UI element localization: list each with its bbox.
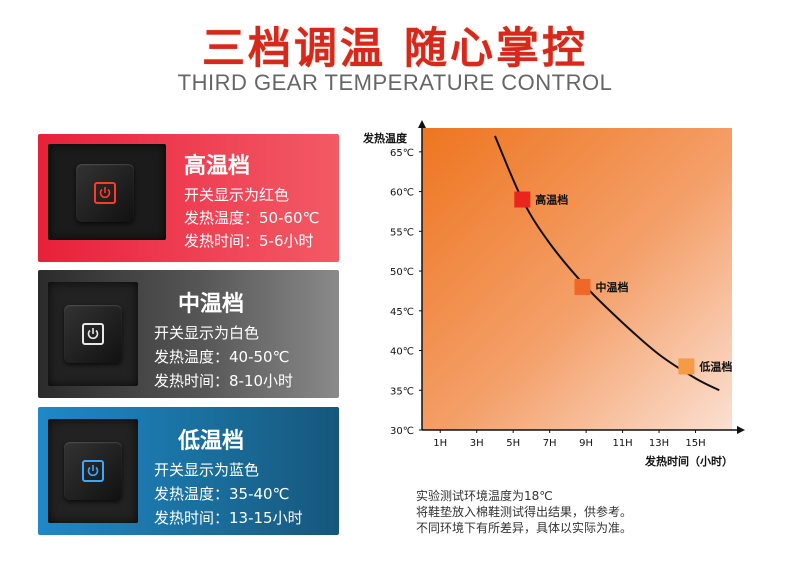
mode-display: 开关显示为蓝色 [154,461,260,479]
mode-display: 开关显示为白色 [154,324,260,342]
y-tick-label: 60℃ [390,188,414,199]
mode-time: 发热时间：13-15小时 [154,509,303,527]
x-tick-label: 15H [685,438,705,449]
mode-temp: 发热温度：50-60℃ [184,209,320,227]
y-tick-label: 55℃ [390,227,414,238]
x-tick-label: 3H [470,438,484,449]
footnote-line: 将鞋垫放入棉鞋测试得出结果，供参考。 [416,505,633,519]
x-tick-labels: 1H 3H 5H 7H 9H 11H 13H 15H [433,430,706,449]
power-icon [94,182,116,204]
marker-label: 高温档 [535,193,568,207]
marker-label: 低温档 [698,359,732,373]
y-tick-labels: 30℃ 35℃ 40℃ 45℃ 50℃ 55℃ 60℃ 65℃ [390,148,422,437]
y-tick-label: 45℃ [390,307,414,318]
mode-card-high: 高温档 开关显示为红色 发热温度：50-60℃ 发热时间：5-6小时 [38,134,339,262]
power-icon [82,460,104,482]
page-subtitle: THIRD GEAR TEMPERATURE CONTROL [177,70,613,95]
mode-marker [514,191,531,208]
marker-label: 中温档 [595,280,628,294]
x-tick-label: 11H [612,438,632,449]
mode-time: 发热时间：5-6小时 [184,232,314,250]
mode-temp: 发热温度：40-50℃ [154,348,290,366]
switch-button-high [76,164,134,222]
y-tick-label: 50℃ [390,267,414,278]
chart-axes [418,120,745,434]
y-axis-label: 发热温度 [362,131,408,145]
mode-display: 开关显示为红色 [184,186,290,204]
x-tick-label: 7H [543,438,557,449]
switch-button-mid [64,305,122,363]
y-tick-label: 40℃ [390,347,414,358]
mode-name: 低温档 [178,429,245,454]
switch-photo-mid [48,282,138,386]
footnote-line: 实验测试环境温度为18℃ [416,489,553,503]
x-tick-label: 13H [649,438,669,449]
footnote-line: 不同环境下有所差异，具体以实际为准。 [416,521,633,535]
y-axis-arrow [418,120,426,128]
x-tick-label: 9H [579,438,593,449]
mode-name: 高温档 [184,154,251,179]
y-tick-label: 35℃ [390,386,414,397]
mode-temp: 发热温度：35-40℃ [154,485,290,503]
mode-marker [678,358,695,375]
page-title: 三档调温 随心掌控 [202,24,588,74]
switch-photo-high [48,144,166,240]
x-tick-label: 1H [433,438,447,449]
mode-card-mid: 中温档 开关显示为白色 发热温度：40-50℃ 发热时间：8-10小时 [38,270,339,398]
x-tick-label: 5H [506,438,520,449]
y-tick-label: 65℃ [390,148,414,159]
switch-button-low [64,442,122,500]
mode-marker [574,278,591,295]
power-icon [82,323,104,345]
mode-time: 发热时间：8-10小时 [154,372,294,390]
mode-name: 中温档 [178,292,245,317]
y-tick-label: 30℃ [390,426,414,437]
x-axis-arrow [737,426,745,434]
x-axis-label: 发热时间（小时） [644,454,733,468]
mode-card-low: 低温档 开关显示为蓝色 发热温度：35-40℃ 发热时间：13-15小时 [38,407,339,535]
switch-photo-low [48,419,138,523]
